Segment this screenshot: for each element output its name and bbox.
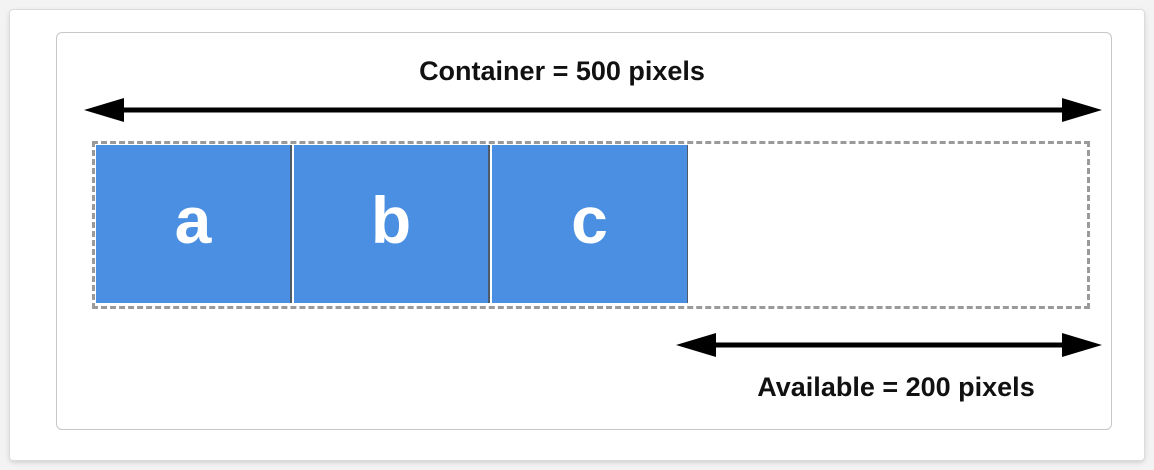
- container-width-label: Container = 500 pixels: [419, 56, 705, 86]
- flex-item-c: c: [492, 145, 688, 303]
- available-space-label: Available = 200 pixels: [757, 372, 1035, 402]
- flex-item-c-label: c: [571, 183, 608, 257]
- flex-item-b: b: [294, 145, 490, 303]
- flex-item-a-label: a: [174, 183, 212, 257]
- flex-item-a: a: [96, 145, 292, 303]
- flex-item-b-label: b: [370, 183, 412, 257]
- flex-container-outline: [92, 141, 1090, 309]
